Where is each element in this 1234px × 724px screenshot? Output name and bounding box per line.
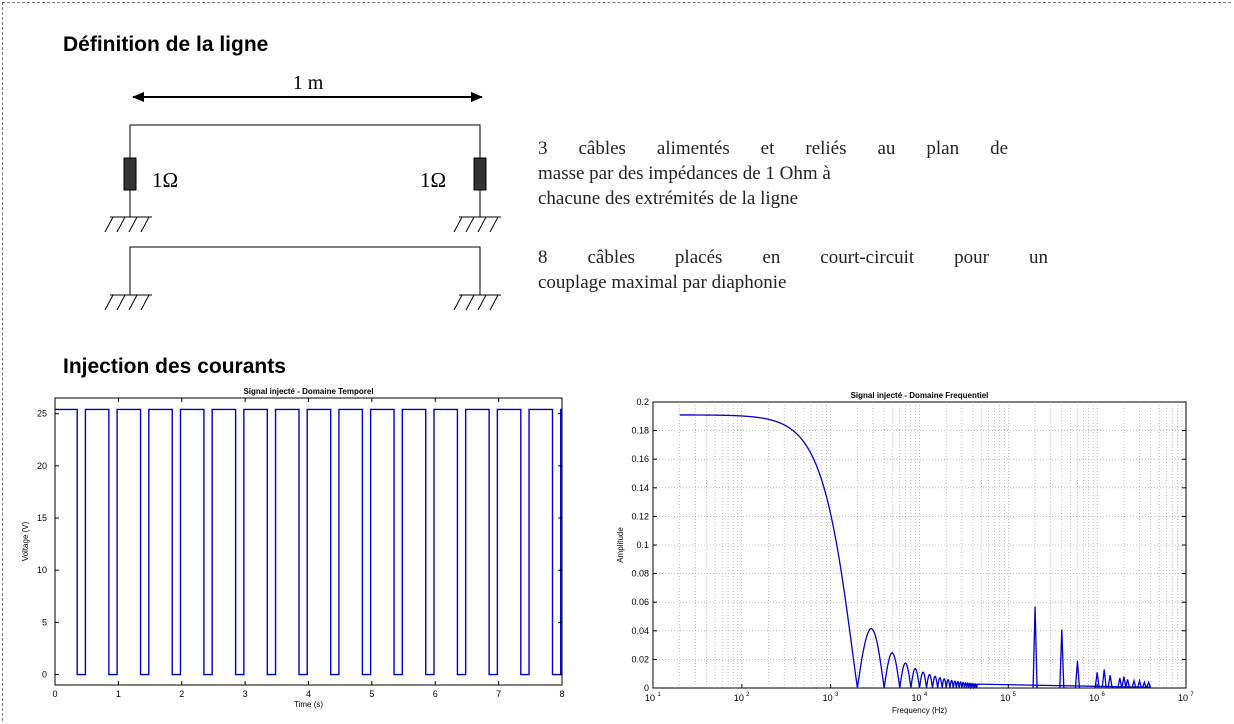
harmonic-peak [1141,680,1147,689]
x-tick-label: 5 [369,689,374,699]
x-tick-label: 6 [433,689,438,699]
x-axis-label: Time (s) [294,700,323,709]
time-domain-chart: 0 1 2 3 4 5 6 7 8 0 5 10 15 20 25 Signal injecté - Doma… [21,387,565,709]
x-tick-exponent: 6 [1101,692,1105,698]
description-line: chacune des extrémités de la ligne [538,188,799,209]
line-schematic: 1 m 1Ω 1Ω [104,72,501,311]
harmonic-peak [1117,677,1123,689]
shorted-cables-description: 8 câbles placés en court-circuit pour un… [538,245,1048,295]
description-line: 3 câbles alimentés et reliés au plan de [538,138,1008,159]
harmonic-peak [1136,678,1143,689]
harmonic-peak [1131,678,1137,689]
x-axis-label: Frequency (Hz) [892,706,947,715]
y-tick-label: 0 [42,670,47,680]
harmonic-peak [1074,660,1081,689]
x-tick-exponent: 5 [1013,692,1017,698]
section-title-current-injection: Injection des courants [63,355,286,378]
plot-area [54,397,563,686]
x-tick-label: 4 [306,689,311,699]
harmonic-peak [1094,672,1100,689]
y-tick-label: 0.2 [636,397,649,407]
harmonic-peak [1121,676,1127,689]
y-tick-label: 0.12 [631,511,649,521]
powered-cables-description: 3 câbles alimentés et reliés au plan de … [538,136,1008,211]
ground-symbol [453,216,501,233]
y-tick-label: 0.18 [631,426,649,436]
harmonic-peak [1101,669,1107,689]
chart-title: Signal injecté - Domaine Temporel [243,387,373,396]
voltage-series-line [55,408,562,676]
x-tick-label: 10 [1178,693,1188,703]
y-tick-label: 0.1 [636,540,649,550]
y-tick-label: 25 [37,409,47,419]
x-tick-exponent: 7 [1190,692,1194,698]
shorted-line [104,246,501,311]
x-tick-label: 2 [179,689,184,699]
powered-line: 1Ω 1Ω [104,124,501,233]
description-line: 8 câbles placés en court-circuit pour un [538,247,1048,268]
y-tick-label: 0.06 [631,597,649,607]
x-tick-exponent: 3 [835,692,839,698]
x-tick-exponent: 1 [657,692,661,698]
length-label: 1 m [293,72,324,94]
ground-symbol [104,294,152,311]
y-tick-label: 5 [42,617,47,627]
y-tick-label: 15 [37,513,47,523]
x-tick-label: 7 [496,689,501,699]
harmonic-peak [1107,675,1113,689]
y-tick-label: 0.04 [631,626,649,636]
x-tick-exponent: 4 [924,692,928,698]
right-resistor [473,157,487,191]
harmonic-peak [1124,679,1131,689]
frequency-domain-chart: 10 1 10 2 10 3 10 4 10 5 10 6 10 700.020.040.060.080.… [616,391,1194,715]
x-tick-label: 10 [645,693,655,703]
ground-symbol [104,216,152,233]
x-tick-label: 10 [734,693,744,703]
y-tick-label: 0 [644,683,649,693]
x-tick-label: 10 [911,693,921,703]
y-axis-label: Voltage (V) [21,521,30,561]
x-tick-label: 1 [116,689,121,699]
description-line: masse par des impédances de 1 Ohm à [538,163,831,184]
y-tick-label: 20 [37,461,47,471]
chart-title: Signal injecté - Domaine Frequentiel [851,391,989,400]
left-resistor [123,157,137,191]
x-tick-label: 10 [1000,693,1010,703]
y-tick-label: 10 [37,565,47,575]
harmonic-peak [1032,606,1038,689]
right-resistor-label: 1Ω [420,168,446,192]
ground-symbol [453,294,501,311]
left-resistor-label: 1Ω [152,168,178,192]
y-tick-label: 0.14 [631,483,649,493]
y-tick-label: 0.08 [631,569,649,579]
y-tick-label: 0.02 [631,654,649,664]
description-line: couplage maximal par diaphonie [538,272,787,293]
harmonic-peak [1146,680,1152,689]
y-tick-label: 0.16 [631,454,649,464]
x-tick-label: 10 [823,693,833,703]
x-tick-label: 8 [559,689,564,699]
x-tick-exponent: 2 [746,692,750,698]
x-tick-label: 10 [1089,693,1099,703]
x-tick-label: 0 [52,689,57,699]
amplitude-series-line [679,414,1151,690]
y-axis-label: Amplitude [616,527,625,563]
harmonic-peak [1059,629,1065,689]
x-tick-label: 3 [243,689,248,699]
section-title-line-definition: Définition de la ligne [63,33,269,56]
